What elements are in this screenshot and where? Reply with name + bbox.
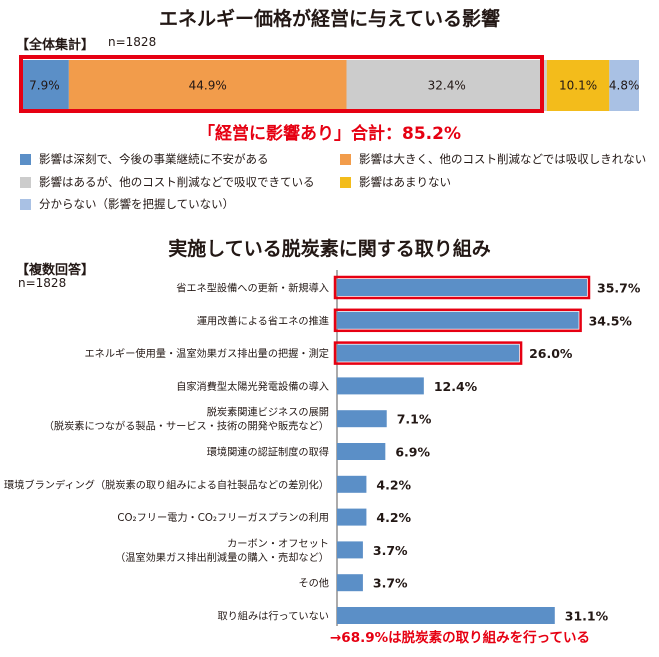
legend-label: 影響はあまりない <box>359 175 451 189</box>
chart2-sample-size: n=1828 <box>18 276 67 290</box>
chart2-callout: →68.9%は脱炭素の取り組みを行っている <box>330 630 590 646</box>
bar-value-label: 34.5% <box>589 313 633 328</box>
bar-value-label: 7.1% <box>397 412 432 427</box>
bar-value-label: 26.0% <box>529 346 573 361</box>
category-label: 脱炭素関連ビジネスの展開 <box>207 406 329 419</box>
chart1-title: エネルギー価格が経営に与えている影響 <box>158 8 501 30</box>
chart2-title: 実施している脱炭素に関する取り組み <box>168 238 491 260</box>
stack-segment-2 <box>346 60 547 111</box>
category-label: その他 <box>298 577 329 590</box>
bar-5 <box>337 443 386 460</box>
legend-label: 影響はあるが、他のコスト削減などで吸収できている <box>39 175 315 189</box>
legend-label: 影響は大きく、他のコスト削減などでは吸収しきれない <box>359 152 647 166</box>
stack-segment-1 <box>68 60 347 111</box>
bar-6 <box>337 475 367 493</box>
legend-item-serious: 影響は深刻で、今後の事業継続に不安がある <box>20 151 269 167</box>
bar-value-label: 4.2% <box>376 477 411 492</box>
bar-value-label: 12.4% <box>434 379 478 394</box>
chart1-tag: 【全体集計】 <box>16 38 95 53</box>
category-label: エネルギー使用量・温室効果ガス排出量の把握・測定 <box>85 347 330 360</box>
category-label: CO₂フリー電力・CO₂フリーガスプランの利用 <box>117 511 329 524</box>
legend-swatch <box>20 176 31 188</box>
category-label: 環境ブランディング（脱炭素の取り組みによる自社製品などの差別化） <box>4 478 329 491</box>
bar-4 <box>337 410 387 428</box>
category-label: 自家消費型太陽光発電設備の導入 <box>176 380 329 393</box>
segment-label: 44.9% <box>189 79 227 93</box>
bar-value-label: 31.1% <box>565 609 609 624</box>
category-label: 運用改善による省エネの推進 <box>197 314 329 327</box>
chart2-tag: 【複数回答】 <box>16 263 95 278</box>
decarbonization-bar-chart: 35.7% 省エネ型設備への更新・新規導入 34.5% 運用改善による省エネの推進 26… <box>4 270 641 626</box>
legend-item-absorbed: 影響はあるが、他のコスト削減などで吸収できている <box>20 174 315 190</box>
bar-value-label: 3.7% <box>373 576 408 591</box>
impact-highlight-box <box>19 55 544 113</box>
bar-highlight-outline <box>333 275 591 300</box>
category-label: 省エネ型設備への更新・新規導入 <box>176 282 329 295</box>
category-label: （脱炭素につながる製品・サービス・技術の開発や販売など） <box>44 420 329 433</box>
bar-1 <box>337 311 579 329</box>
legend-swatch <box>340 153 351 165</box>
bar-value-label: 3.7% <box>373 543 408 558</box>
legend-item-little: 影響はあまりない <box>340 174 451 190</box>
bar-2 <box>337 344 520 362</box>
stacked-bar-chart: 7.9% 44.9% 32.4% 10.1% 4.8% <box>20 60 639 111</box>
category-label: （温室効果ガス排出削減量の購入・売却など） <box>115 551 329 564</box>
segment-label: 10.1% <box>559 79 597 93</box>
bar-value-label: 35.7% <box>597 281 641 296</box>
segment-label: 4.8% <box>609 79 639 93</box>
bar-value-label: 4.2% <box>376 510 411 525</box>
bar-highlight-outline <box>333 308 582 333</box>
bar-value-label: 6.9% <box>395 445 430 460</box>
stack-segment-0 <box>20 60 69 111</box>
legend-swatch <box>20 153 31 165</box>
category-label: 取り組みは行っていない <box>217 610 329 623</box>
chart1-callout: 「経営に影響あり」合計：85.2% <box>198 124 461 144</box>
bar-10 <box>337 607 555 624</box>
legend-item-large: 影響は大きく、他のコスト削減などでは吸収しきれない <box>340 151 646 167</box>
segment-label: 7.9% <box>29 79 60 93</box>
legend-label: 影響は深刻で、今後の事業継続に不安がある <box>39 152 269 166</box>
legend-swatch <box>20 198 31 210</box>
stack-segment-3 <box>546 60 610 111</box>
legend-swatch <box>340 176 351 188</box>
chart1-sample-size: n=1828 <box>108 35 157 49</box>
legend-item-unknown: 分からない（影響を把握していない） <box>20 196 234 212</box>
segment-label: 32.4% <box>428 79 466 93</box>
legend-label: 分からない（影響を把握していない） <box>39 197 235 211</box>
category-label: 環境関連の認証制度の取得 <box>207 446 329 459</box>
bar-0 <box>337 279 587 296</box>
stack-segment-4 <box>609 60 639 111</box>
bar-9 <box>337 574 363 592</box>
bar-7 <box>337 508 367 526</box>
bar-highlight-outline <box>333 341 523 365</box>
bar-8 <box>337 541 363 559</box>
category-label: カーボン・オフセット <box>227 538 329 550</box>
bar-3 <box>337 377 424 395</box>
